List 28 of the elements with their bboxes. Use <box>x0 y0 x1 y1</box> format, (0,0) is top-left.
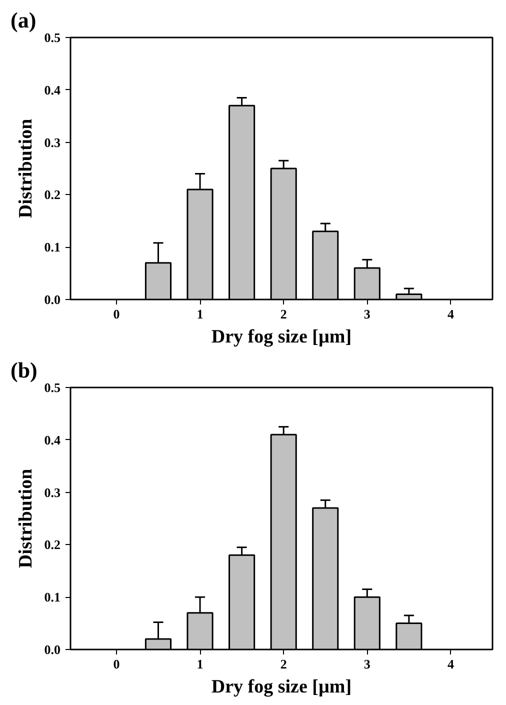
y-tick-label: 0.5 <box>44 30 61 45</box>
x-tick-label: 0 <box>113 656 120 672</box>
y-tick-label: 0.5 <box>44 380 61 395</box>
x-tick-label: 3 <box>364 656 371 672</box>
x-tick-label: 1 <box>196 306 204 322</box>
y-tick-label: 0.2 <box>44 187 60 202</box>
y-tick-label: 0.4 <box>44 82 61 98</box>
y-tick-label: 0.4 <box>44 432 61 448</box>
chart-title: (a) <box>10 8 36 32</box>
y-axis-title: Distribution <box>15 468 36 568</box>
x-tick-label: 2 <box>280 656 287 672</box>
x-axis-title: Dry fog size [µm] <box>211 676 352 698</box>
x-tick-label: 2 <box>280 306 287 322</box>
y-axis-title: Distribution <box>15 118 36 218</box>
x-tick-label: 3 <box>364 306 371 322</box>
text: 0.0 <box>44 642 60 657</box>
y-tick-label: 0.1 <box>44 590 60 605</box>
chart-title: (b) <box>10 358 38 382</box>
x-tick-label: 1 <box>196 656 204 672</box>
y-tick-label: 0.3 <box>44 134 61 150</box>
text: 0.0 <box>44 292 60 307</box>
x-axis-title: Dry fog size [µm] <box>211 326 352 348</box>
y-tick-label: 0.2 <box>44 537 60 552</box>
x-tick-label: 4 <box>447 656 454 672</box>
x-tick-label: 0 <box>113 306 120 322</box>
y-tick-label: 0.1 <box>44 240 60 255</box>
x-tick-label: 4 <box>447 306 454 322</box>
y-tick-label: 0.3 <box>44 484 61 500</box>
